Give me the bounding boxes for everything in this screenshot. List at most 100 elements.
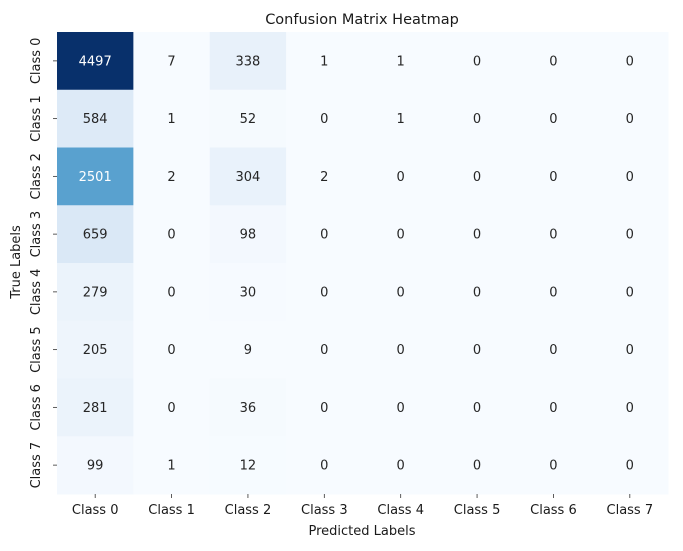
heatmap-cell xyxy=(209,436,287,495)
heatmap-cell xyxy=(515,32,593,91)
cell-value-label: 0 xyxy=(320,112,328,127)
cell-value-label: 0 xyxy=(549,112,557,127)
y-tick-label: Class 3 xyxy=(29,211,44,258)
cell-value-label: 659 xyxy=(83,228,108,243)
cell-value-label: 0 xyxy=(626,343,634,358)
heatmap-cell xyxy=(209,89,287,148)
cell-value-label: 0 xyxy=(473,228,481,243)
heatmap-cell xyxy=(57,263,134,322)
heatmap-cell xyxy=(362,320,440,379)
x-tick-label: Class 0 xyxy=(72,503,119,518)
heatmap-cell xyxy=(438,89,516,148)
heatmap-cell xyxy=(438,147,516,206)
cell-value-label: 0 xyxy=(549,228,557,243)
heatmap-cell xyxy=(133,32,211,91)
heatmap-cell xyxy=(209,263,287,322)
cell-value-label: 0 xyxy=(473,170,481,185)
cell-value-label: 338 xyxy=(236,54,261,69)
cell-value-label: 0 xyxy=(397,285,405,300)
heatmap-cell xyxy=(438,378,516,437)
heatmap-cell xyxy=(133,320,211,379)
heatmap-cell xyxy=(438,436,516,495)
heatmap-cell xyxy=(209,147,287,206)
heatmap-cell xyxy=(515,89,593,148)
cell-value-label: 0 xyxy=(167,228,175,243)
cell-value-label: 0 xyxy=(549,459,557,474)
heatmap-cell xyxy=(209,205,287,264)
cell-value-label: 36 xyxy=(240,401,257,416)
heatmap-cell xyxy=(362,205,440,264)
x-tick-label: Class 4 xyxy=(377,503,424,518)
heatmap-cell xyxy=(133,263,211,322)
heatmap-cell xyxy=(362,378,440,437)
cell-value-label: 0 xyxy=(473,112,481,127)
heatmap-cell xyxy=(438,320,516,379)
cell-value-label: 0 xyxy=(397,401,405,416)
heatmap-cell xyxy=(591,378,669,437)
heatmap-cell xyxy=(286,378,363,437)
cell-value-label: 0 xyxy=(626,228,634,243)
heatmap-cell xyxy=(438,263,516,322)
cell-value-label: 99 xyxy=(87,459,104,474)
heatmap-cell xyxy=(362,436,440,495)
y-tick-label: Class 6 xyxy=(29,384,44,431)
cell-value-label: 0 xyxy=(320,459,328,474)
y-tick-label: Class 7 xyxy=(29,442,44,489)
y-tick-label: Class 1 xyxy=(29,95,44,142)
x-tick-label: Class 2 xyxy=(225,503,272,518)
heatmap-cell xyxy=(591,205,669,264)
cell-value-label: 30 xyxy=(240,285,257,300)
heatmap-cell xyxy=(515,205,593,264)
heatmap-cell xyxy=(515,320,593,379)
cell-value-label: 0 xyxy=(397,170,405,185)
cell-value-label: 584 xyxy=(83,112,108,127)
x-tick-label: Class 5 xyxy=(454,503,501,518)
heatmap-cell xyxy=(209,32,287,91)
cell-value-label: 0 xyxy=(473,285,481,300)
cell-value-label: 281 xyxy=(83,401,108,416)
heatmap-cell xyxy=(362,89,440,148)
cell-value-label: 1 xyxy=(397,54,405,69)
cell-value-label: 0 xyxy=(549,401,557,416)
cell-value-label: 12 xyxy=(240,459,257,474)
cell-value-label: 0 xyxy=(167,285,175,300)
heatmap-cell xyxy=(209,320,287,379)
cell-value-label: 0 xyxy=(626,54,634,69)
x-tick-label: Class 1 xyxy=(148,503,195,518)
heatmap-cell xyxy=(286,32,363,91)
heatmap-cell xyxy=(57,147,134,206)
heatmap-cell xyxy=(591,436,669,495)
cell-value-label: 1 xyxy=(320,54,328,69)
cell-value-label: 0 xyxy=(626,285,634,300)
cell-value-label: 0 xyxy=(167,343,175,358)
cell-value-label: 0 xyxy=(167,401,175,416)
heatmap-cell xyxy=(591,147,669,206)
cell-value-label: 4497 xyxy=(79,54,112,69)
heatmap-cell xyxy=(57,320,134,379)
cell-value-label: 0 xyxy=(473,459,481,474)
heatmap-cell xyxy=(515,263,593,322)
cell-value-label: 0 xyxy=(320,285,328,300)
heatmap-cells xyxy=(57,32,669,495)
x-tick-label: Class 7 xyxy=(607,503,654,518)
cell-value-label: 2 xyxy=(167,170,175,185)
cell-value-label: 1 xyxy=(167,459,175,474)
heatmap-cell xyxy=(133,205,211,264)
heatmap-cell-labels: 4497 7 338 1 1 0 0 0 584 1 52 0 1 0 0 0 2501 2 304 2 0 0 0 0 659… xyxy=(79,54,634,473)
x-axis-ticks: Class 0 Class 1 Class 2 Class 3 Class 4 Class… xyxy=(72,494,653,518)
heatmap-cell xyxy=(591,320,669,379)
cell-value-label: 2 xyxy=(320,170,328,185)
heatmap-cell xyxy=(591,32,669,91)
heatmap-cell xyxy=(286,320,363,379)
cell-value-label: 0 xyxy=(549,54,557,69)
cell-value-label: 0 xyxy=(473,54,481,69)
cell-value-label: 0 xyxy=(320,401,328,416)
cell-value-label: 0 xyxy=(549,285,557,300)
cell-value-label: 0 xyxy=(549,343,557,358)
cell-value-label: 0 xyxy=(320,343,328,358)
y-tick-label: Class 5 xyxy=(29,326,44,373)
heatmap-cell xyxy=(133,378,211,437)
heatmap-cell xyxy=(515,147,593,206)
heatmap-cell xyxy=(133,89,211,148)
cell-value-label: 0 xyxy=(626,112,634,127)
